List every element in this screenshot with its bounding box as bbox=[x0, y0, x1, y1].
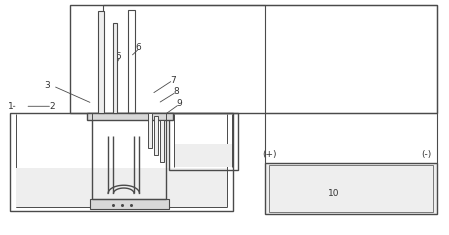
Text: 7: 7 bbox=[170, 76, 176, 85]
Text: 3: 3 bbox=[44, 82, 50, 90]
Bar bbox=[128, 10, 135, 113]
Bar bbox=[269, 165, 433, 212]
Bar bbox=[113, 23, 117, 113]
Text: 6: 6 bbox=[136, 43, 141, 52]
Bar bbox=[148, 113, 152, 148]
Bar bbox=[154, 116, 158, 155]
Text: 10: 10 bbox=[328, 189, 340, 198]
Bar bbox=[92, 119, 166, 199]
Bar bbox=[160, 120, 164, 162]
Bar bbox=[9, 113, 233, 211]
Bar bbox=[90, 199, 168, 209]
Bar bbox=[70, 5, 437, 113]
Text: 4: 4 bbox=[97, 57, 103, 67]
Text: 1: 1 bbox=[8, 102, 13, 111]
Text: 8: 8 bbox=[174, 87, 180, 96]
Bar bbox=[265, 163, 437, 215]
Text: (-): (-) bbox=[421, 150, 431, 159]
Bar bbox=[98, 11, 104, 113]
Bar bbox=[168, 113, 238, 170]
Text: 5: 5 bbox=[115, 52, 121, 61]
Bar bbox=[174, 144, 232, 167]
Text: (+): (+) bbox=[262, 150, 277, 159]
Bar bbox=[87, 113, 172, 120]
Text: 9: 9 bbox=[177, 99, 183, 108]
Bar bbox=[16, 168, 227, 208]
Text: 2: 2 bbox=[49, 102, 55, 111]
